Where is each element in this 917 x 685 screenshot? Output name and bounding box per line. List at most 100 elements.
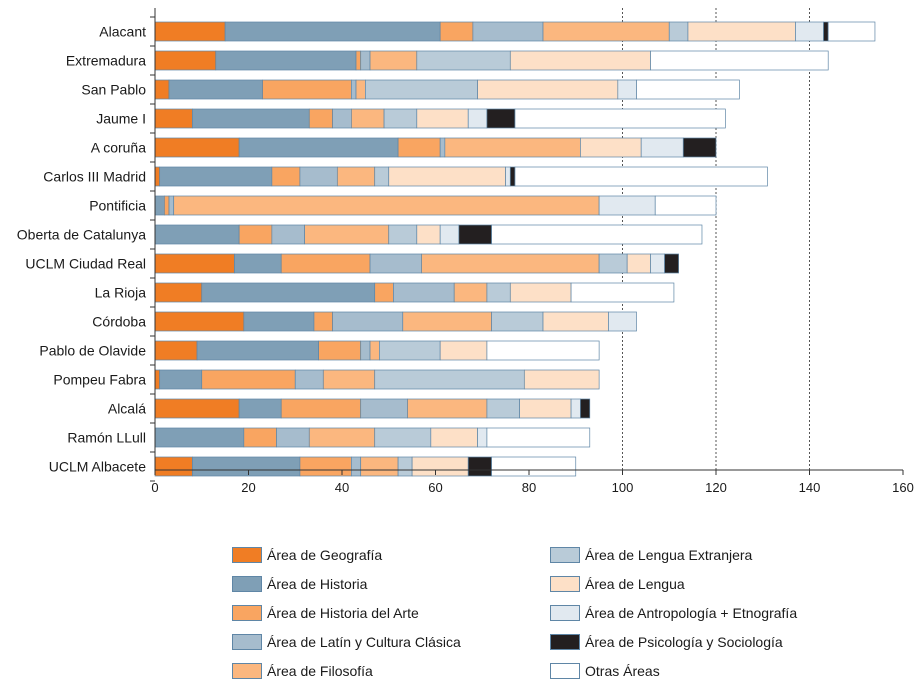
bar-segment bbox=[439, 137, 446, 158]
bar-segment bbox=[360, 50, 371, 71]
bar-segment bbox=[650, 50, 829, 71]
bar-segment bbox=[827, 21, 876, 42]
bar-segment bbox=[374, 427, 432, 448]
category-label: Pablo de Olavide bbox=[39, 343, 146, 359]
bar-segment bbox=[374, 369, 525, 390]
bar-segment bbox=[154, 166, 161, 187]
legend-item-psicologia: Área de Psicología y Sociología bbox=[550, 627, 797, 656]
bar-segment bbox=[374, 166, 390, 187]
x-tick-label: 0 bbox=[151, 480, 158, 495]
legend-swatch bbox=[232, 604, 262, 621]
bar-segment bbox=[486, 398, 520, 419]
category-label: Alcalá bbox=[108, 401, 146, 417]
legend-label: Área de Historia del Arte bbox=[267, 604, 419, 621]
bar-segment bbox=[173, 195, 600, 216]
legend-swatch bbox=[232, 633, 262, 650]
category-label: San Pablo bbox=[81, 82, 146, 98]
legend-item-historia: Área de Historia bbox=[232, 569, 461, 598]
bar-segment bbox=[154, 427, 245, 448]
bar-segment bbox=[416, 108, 469, 129]
bar-segment bbox=[360, 456, 399, 477]
bar-segment bbox=[224, 21, 441, 42]
bar-segment bbox=[154, 456, 193, 477]
category-label: Extremadura bbox=[66, 53, 146, 69]
bar-segment bbox=[542, 21, 670, 42]
bar-segment bbox=[262, 79, 352, 100]
legend: Área de Geografía Área de Historia Área … bbox=[232, 540, 872, 679]
bar-segment bbox=[154, 108, 193, 129]
legend-swatch bbox=[550, 662, 580, 679]
legend-item-lengua: Área de Lengua bbox=[550, 569, 797, 598]
bar-segment bbox=[416, 224, 441, 245]
bar-segment bbox=[421, 253, 600, 274]
x-tick-label: 160 bbox=[892, 480, 914, 495]
bar-segment bbox=[215, 50, 357, 71]
bar-segment bbox=[509, 282, 572, 303]
bar-segment bbox=[453, 282, 488, 303]
bar-segment bbox=[486, 108, 516, 129]
bar-segment bbox=[682, 137, 717, 158]
bar-segment bbox=[439, 340, 488, 361]
bar-segment bbox=[304, 224, 390, 245]
bar-segment bbox=[308, 427, 376, 448]
bar-segment bbox=[467, 456, 492, 477]
legend-label: Área de Psicología y Sociología bbox=[585, 633, 783, 650]
bar-segment bbox=[486, 340, 600, 361]
bar-segment bbox=[580, 137, 642, 158]
legend-item-lengua-extranjera: Área de Lengua Extranjera bbox=[550, 540, 797, 569]
bar-segment bbox=[626, 253, 651, 274]
bar-segment bbox=[280, 398, 362, 419]
legend-label: Área de Lengua bbox=[585, 575, 685, 592]
bar-segment bbox=[388, 166, 506, 187]
bar-segment bbox=[164, 195, 170, 216]
bar-segment bbox=[608, 311, 637, 332]
legend-label: Área de Filosofía bbox=[267, 662, 373, 679]
bar-segment bbox=[355, 79, 366, 100]
x-tick-label: 80 bbox=[522, 480, 536, 495]
category-label: Ramón LLull bbox=[67, 430, 146, 446]
bar-segment bbox=[509, 50, 651, 71]
bar-segment bbox=[664, 253, 679, 274]
bar-segment bbox=[154, 21, 226, 42]
bar-segment bbox=[411, 456, 469, 477]
bar-segment bbox=[467, 108, 488, 129]
category-label: Carlos III Madrid bbox=[43, 169, 146, 185]
legend-item-filosofia: Área de Filosofía bbox=[232, 656, 461, 685]
bar-segment bbox=[351, 79, 357, 100]
bar-segment bbox=[271, 224, 305, 245]
category-label: Pontificia bbox=[89, 198, 146, 214]
bar-segment bbox=[196, 340, 319, 361]
bar-segment bbox=[795, 21, 824, 42]
bar-segment bbox=[243, 311, 315, 332]
bar-segment bbox=[598, 253, 628, 274]
bar-segment bbox=[416, 50, 511, 71]
bar-segment bbox=[374, 282, 394, 303]
bar-segment bbox=[397, 137, 441, 158]
bar-segment bbox=[486, 427, 591, 448]
bar-segment bbox=[477, 79, 619, 100]
x-tick-label: 40 bbox=[335, 480, 349, 495]
bar-segment bbox=[159, 369, 203, 390]
bar-segment bbox=[201, 282, 376, 303]
bar-segment bbox=[355, 50, 362, 71]
legend-swatch bbox=[550, 633, 580, 650]
bar-segment bbox=[542, 311, 609, 332]
bar-segment bbox=[318, 340, 362, 361]
legend-label: Otras Áreas bbox=[585, 662, 660, 679]
legend-swatch bbox=[550, 604, 580, 621]
bar-segment bbox=[154, 50, 217, 71]
bar-segment bbox=[238, 398, 282, 419]
bar-segment bbox=[201, 369, 296, 390]
bar-segment bbox=[388, 224, 418, 245]
bar-segment bbox=[439, 224, 460, 245]
legend-swatch bbox=[550, 546, 580, 563]
bar-segment bbox=[439, 21, 474, 42]
bar-segment bbox=[491, 311, 544, 332]
bar-segment bbox=[505, 166, 511, 187]
x-tick-label: 100 bbox=[612, 480, 634, 495]
bar-segment bbox=[383, 108, 418, 129]
bar-segment bbox=[823, 21, 829, 42]
bar-segment bbox=[351, 456, 362, 477]
legend-item-latin: Área de Latín y Cultura Clásica bbox=[232, 627, 461, 656]
bar-segment bbox=[154, 224, 240, 245]
